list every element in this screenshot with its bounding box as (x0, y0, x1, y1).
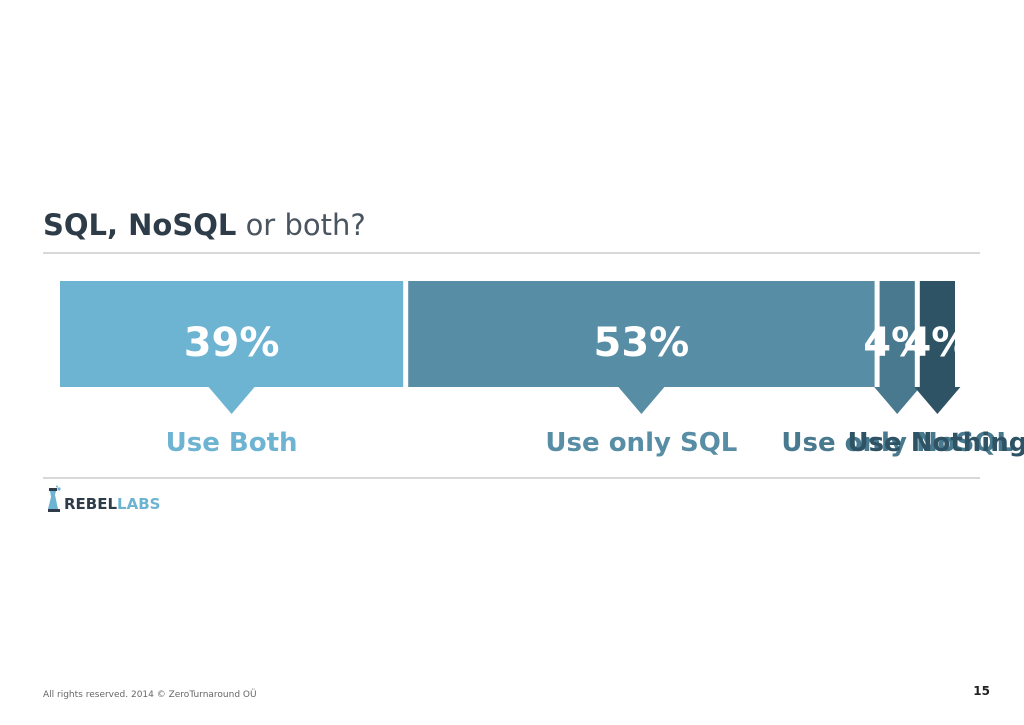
copyright-text: All rights reserved. 2014 © ZeroTurnarou… (43, 690, 257, 700)
pointer-use-both (208, 387, 255, 414)
pointer-use-only-sql (618, 387, 665, 414)
pointer-use-nothing (914, 387, 961, 414)
top-divider (43, 252, 980, 254)
title-light: or both? (245, 208, 366, 242)
category-label-use-nothing: Use Nothing (847, 428, 1024, 458)
chart-title: SQL, NoSQL or both? (43, 207, 366, 243)
bottom-divider (43, 477, 980, 479)
value-label-use-both: 39% (184, 320, 280, 366)
category-label-use-only-sql: Use only SQL (545, 428, 737, 458)
title-bold: SQL, NoSQL (43, 208, 237, 242)
category-label-use-both: Use Both (166, 428, 298, 458)
value-label-use-only-sql: 53% (594, 320, 690, 366)
flask-icon (48, 485, 61, 512)
bar-use-both (60, 281, 404, 387)
page-number: 15 (973, 684, 990, 698)
value-label-use-nothing: 4% (903, 320, 971, 366)
rebellabs-logo: REBELLABS (48, 485, 160, 513)
bar-use-only-nosql (879, 281, 915, 387)
logo-part-rebel: REBEL (64, 495, 117, 513)
logo-word: REBELLABS (64, 495, 160, 513)
pointer-use-only-nosql (874, 387, 921, 414)
bar-use-only-sql (408, 281, 875, 387)
logo-part-labs: LABS (117, 495, 160, 513)
category-label-use-only-nosql: Use only NoSQL (781, 428, 1013, 458)
bar-use-nothing (919, 281, 955, 387)
